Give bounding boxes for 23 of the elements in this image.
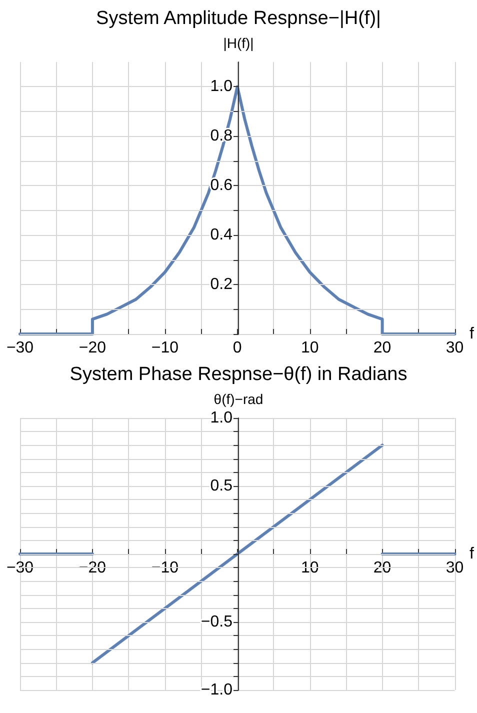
x-tick-label: 10	[300, 340, 319, 356]
y-axis-title: |H(f)|	[223, 35, 254, 51]
x-tick-label: −30	[6, 340, 34, 356]
y-tick-label: 0.8	[210, 128, 233, 145]
x-axis-title: f	[470, 326, 475, 342]
x-tick-label: 20	[373, 340, 392, 356]
chart-title: System Amplitude Respnse−|H(f)|	[96, 8, 381, 29]
y-axis-title: θ(f)−rad	[214, 391, 264, 407]
x-axis-title: f	[470, 546, 475, 562]
y-tick-label: 0.6	[210, 177, 233, 194]
y-tick-label: 1.0	[210, 78, 233, 96]
y-tick-label: 1.0	[210, 410, 233, 426]
y-tick-label: −1.0	[200, 682, 233, 698]
y-tick-label: −0.5	[200, 614, 233, 630]
x-tick-label: 30	[446, 560, 464, 576]
y-tick-label: 0.4	[210, 226, 233, 244]
y-tick-label: 0.5	[210, 478, 233, 494]
chart-title: System Phase Respnse−θ(f) in Radians	[70, 364, 408, 385]
x-tick-label: 0	[232, 340, 242, 356]
x-tick-label: −10	[151, 340, 179, 356]
x-tick-label: −20	[78, 340, 106, 356]
x-tick-label: 30	[446, 340, 464, 356]
y-tick-label: 0.2	[210, 276, 233, 294]
